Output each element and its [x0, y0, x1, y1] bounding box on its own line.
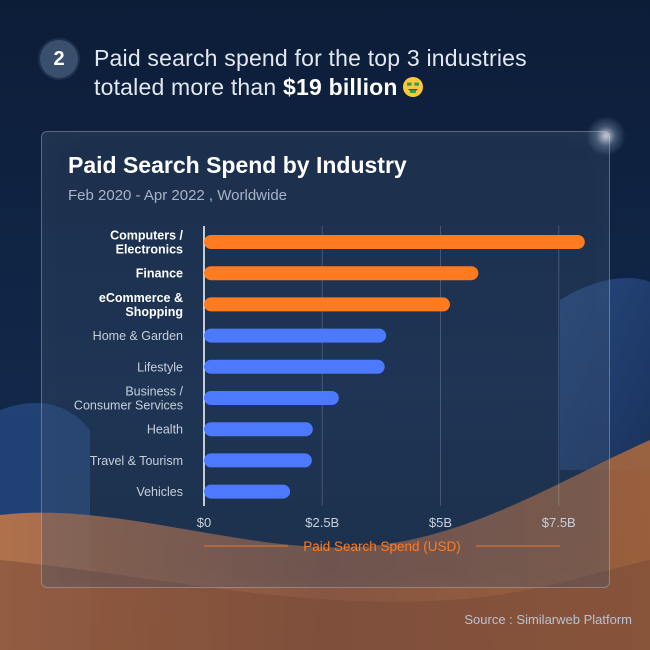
chart-card	[41, 131, 610, 588]
chart-title: Paid Search Spend by Industry	[68, 152, 407, 178]
category-label: Home & Garden	[93, 329, 183, 343]
bar	[204, 453, 312, 468]
x-tick-label: $2.5B	[305, 515, 339, 530]
bar	[204, 297, 450, 312]
headline-line-2: totaled more than $19 billion	[94, 73, 614, 102]
x-tick-label: $0	[197, 515, 211, 530]
headline-prefix: totaled more than	[94, 74, 283, 100]
step-number-badge: 2	[40, 40, 78, 78]
bar	[204, 484, 291, 499]
category-label: Vehicles	[136, 485, 183, 499]
category-label: Health	[147, 423, 183, 437]
bar	[204, 328, 387, 343]
category-label: eCommerce & Shopping	[99, 291, 183, 319]
category-label: Lifestyle	[137, 360, 183, 374]
sparkle-glow	[586, 116, 626, 156]
bar	[204, 422, 313, 437]
source-credit: Source : Similarweb Platform	[464, 612, 632, 627]
chart-subtitle: Feb 2020 - Apr 2022 , Worldwide	[68, 187, 288, 204]
headline: Paid search spend for the top 3 industri…	[94, 44, 614, 102]
bar	[204, 235, 585, 249]
money-mouth-face-icon	[402, 77, 423, 97]
headline-line-1: Paid search spend for the top 3 industri…	[94, 45, 527, 71]
x-axis-title: Paid Search Spend (USD)	[303, 539, 461, 554]
category-label: Finance	[136, 267, 183, 281]
category-label: Computers / Electronics	[110, 229, 183, 257]
category-label: Travel & Tourism	[90, 454, 183, 468]
x-tick-label: $7.5B	[542, 515, 576, 530]
bar	[204, 359, 385, 374]
headline-highlight: $19 billion	[283, 74, 398, 100]
x-tick-label: $5B	[429, 515, 452, 530]
category-label: Business / Consumer Services	[74, 385, 184, 413]
bar	[204, 391, 339, 405]
bar	[204, 266, 479, 281]
